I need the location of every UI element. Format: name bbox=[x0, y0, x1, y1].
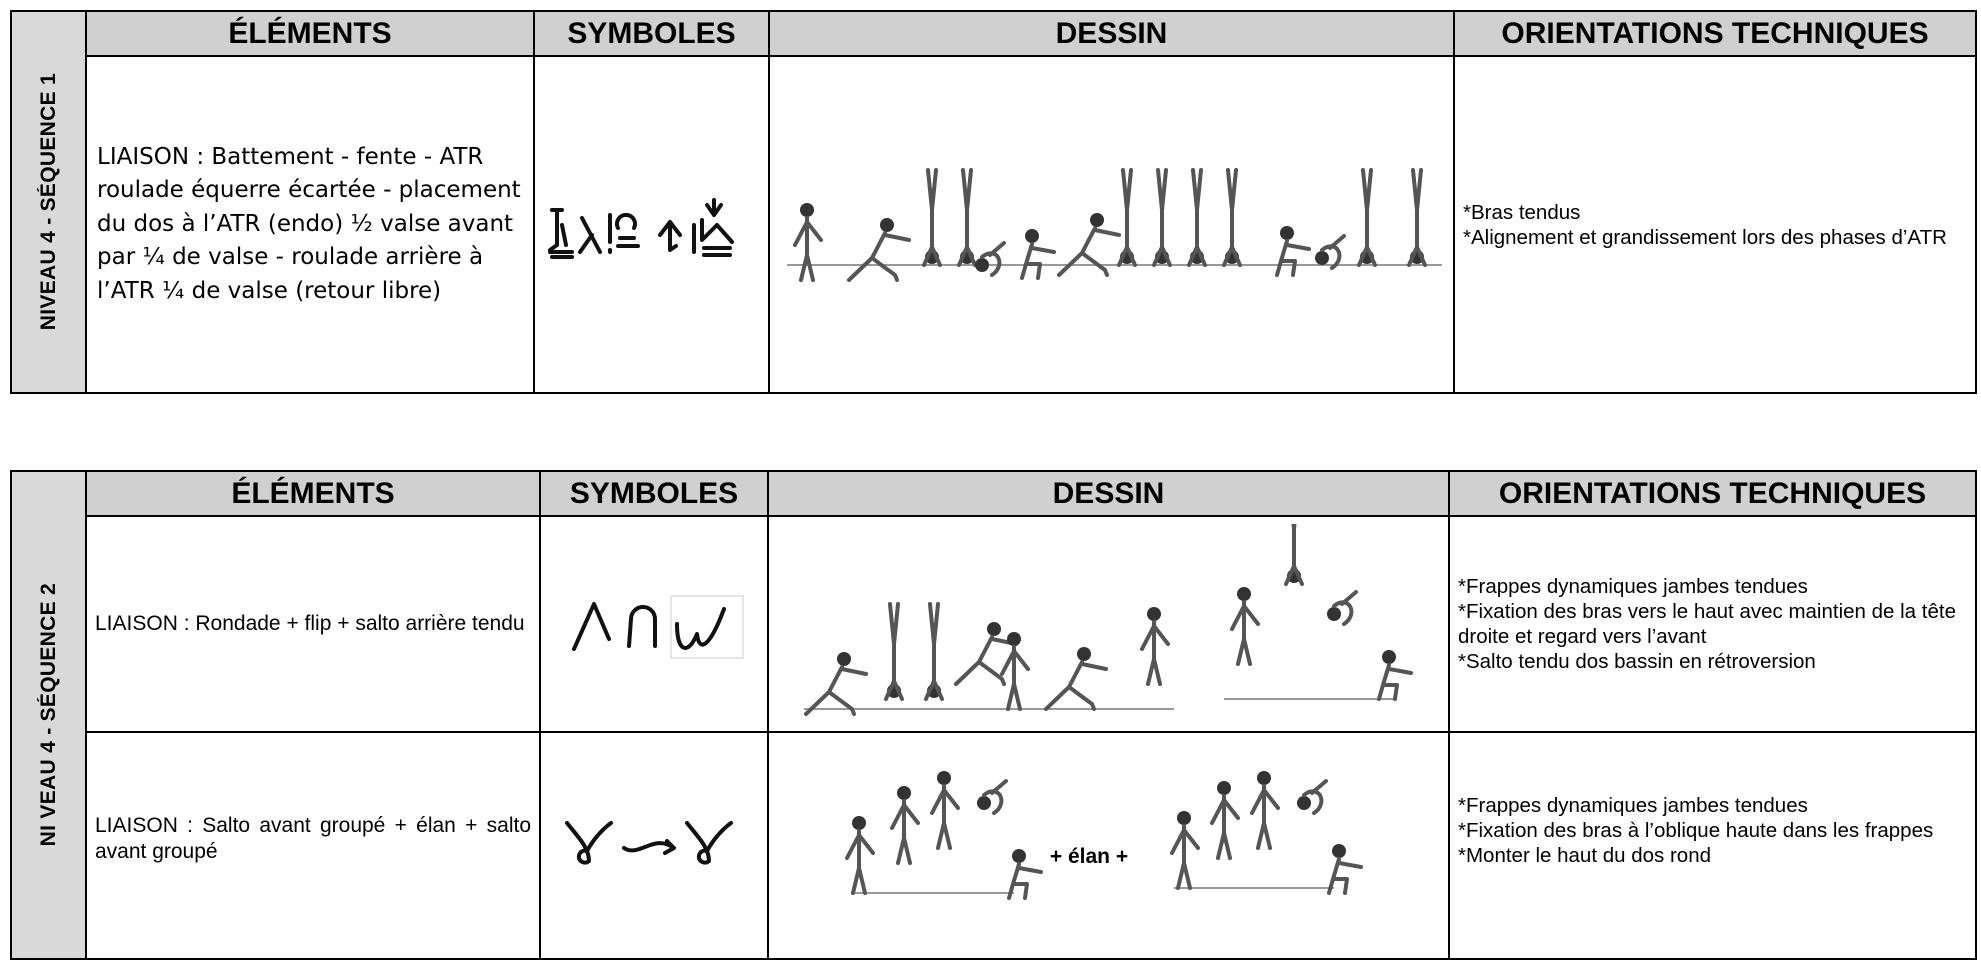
symbols-cell bbox=[539, 731, 769, 960]
side-label-cell: NI VEAU 4 - SÉQUENCE 2 bbox=[10, 470, 87, 960]
side-label: NIVEAU 4 - SÉQUENCE 1 bbox=[36, 73, 60, 331]
drawing bbox=[786, 167, 1442, 282]
drawing: + élan + bbox=[844, 769, 1363, 901]
elements-cell: LIAISON : Rondade + flip + salto arrière… bbox=[85, 515, 541, 734]
elements-text: LIAISON : Rondade + flip + salto arrière… bbox=[95, 612, 525, 636]
header: ORIENTATIONS TECHNIQUES bbox=[1453, 10, 1977, 57]
header: SYMBOLES bbox=[539, 469, 769, 518]
elements-cell: LIAISON : Battement - fente - ATR roulad… bbox=[85, 55, 535, 394]
symbols bbox=[565, 821, 733, 865]
orientation: *Frappes dynamiques jambes tendues bbox=[1458, 575, 1808, 599]
orientation: *Alignement et grandissement lors des ph… bbox=[1463, 225, 1947, 249]
orientation: *Fixation des bras vers le haut avec mai… bbox=[1458, 600, 1956, 649]
header: ORIENTATIONS TECHNIQUES bbox=[1448, 469, 1977, 518]
elements-cell: LIAISON : Salto avant groupé + élan + sa… bbox=[85, 731, 541, 960]
elements-text: LIAISON : Salto avant groupé + élan + sa… bbox=[95, 814, 531, 864]
elements-text: LIAISON : Battement - fente - ATR roulad… bbox=[97, 144, 521, 304]
orientations-cell: *Frappes dynamiques jambes tendues *Fixa… bbox=[1448, 731, 1977, 960]
side-label: NI VEAU 4 - SÉQUENCE 2 bbox=[36, 583, 60, 847]
header: SYMBOLES bbox=[533, 10, 770, 57]
drawing-cell bbox=[767, 515, 1450, 734]
orientation: *Bras tendus bbox=[1463, 200, 1581, 224]
orientation: *Fixation des bras à l’oblique haute dan… bbox=[1458, 819, 1934, 843]
drawing-cell bbox=[768, 55, 1455, 394]
side-label-cell: NIVEAU 4 - SÉQUENCE 1 bbox=[10, 10, 87, 394]
drawing-text: + élan + bbox=[1049, 845, 1127, 868]
header: DESSIN bbox=[767, 469, 1450, 518]
orientation: *Salto tendu dos bassin en rétroversion bbox=[1458, 650, 1816, 674]
orientation: *Frappes dynamiques jambes tendues bbox=[1458, 794, 1808, 818]
symbols bbox=[547, 197, 734, 259]
header: ÉLÉMENTS bbox=[85, 10, 535, 57]
symbols bbox=[572, 595, 744, 659]
orientations-cell: *Bras tendus *Alignement et grandissemen… bbox=[1453, 55, 1977, 394]
symbols-cell bbox=[539, 515, 769, 734]
page: {"tables": [ {"side_label": "NIVEAU 4 - … bbox=[10, 10, 1977, 960]
drawing bbox=[803, 524, 1413, 717]
header: DESSIN bbox=[768, 10, 1455, 57]
header: ÉLÉMENTS bbox=[85, 469, 541, 518]
drawing-cell: + élan + bbox=[767, 731, 1450, 960]
symbols-cell bbox=[533, 55, 770, 394]
table-sequence-1: NIVEAU 4 - SÉQUENCE 1 ÉLÉMENTS SYMBOLES … bbox=[10, 10, 1977, 394]
table-sequence-2: NI VEAU 4 - SÉQUENCE 2 ÉLÉMENTS SYMBOLES… bbox=[10, 469, 1977, 960]
orientations-cell: *Frappes dynamiques jambes tendues *Fixa… bbox=[1448, 515, 1977, 734]
orientation: *Monter le haut du dos rond bbox=[1458, 844, 1711, 868]
